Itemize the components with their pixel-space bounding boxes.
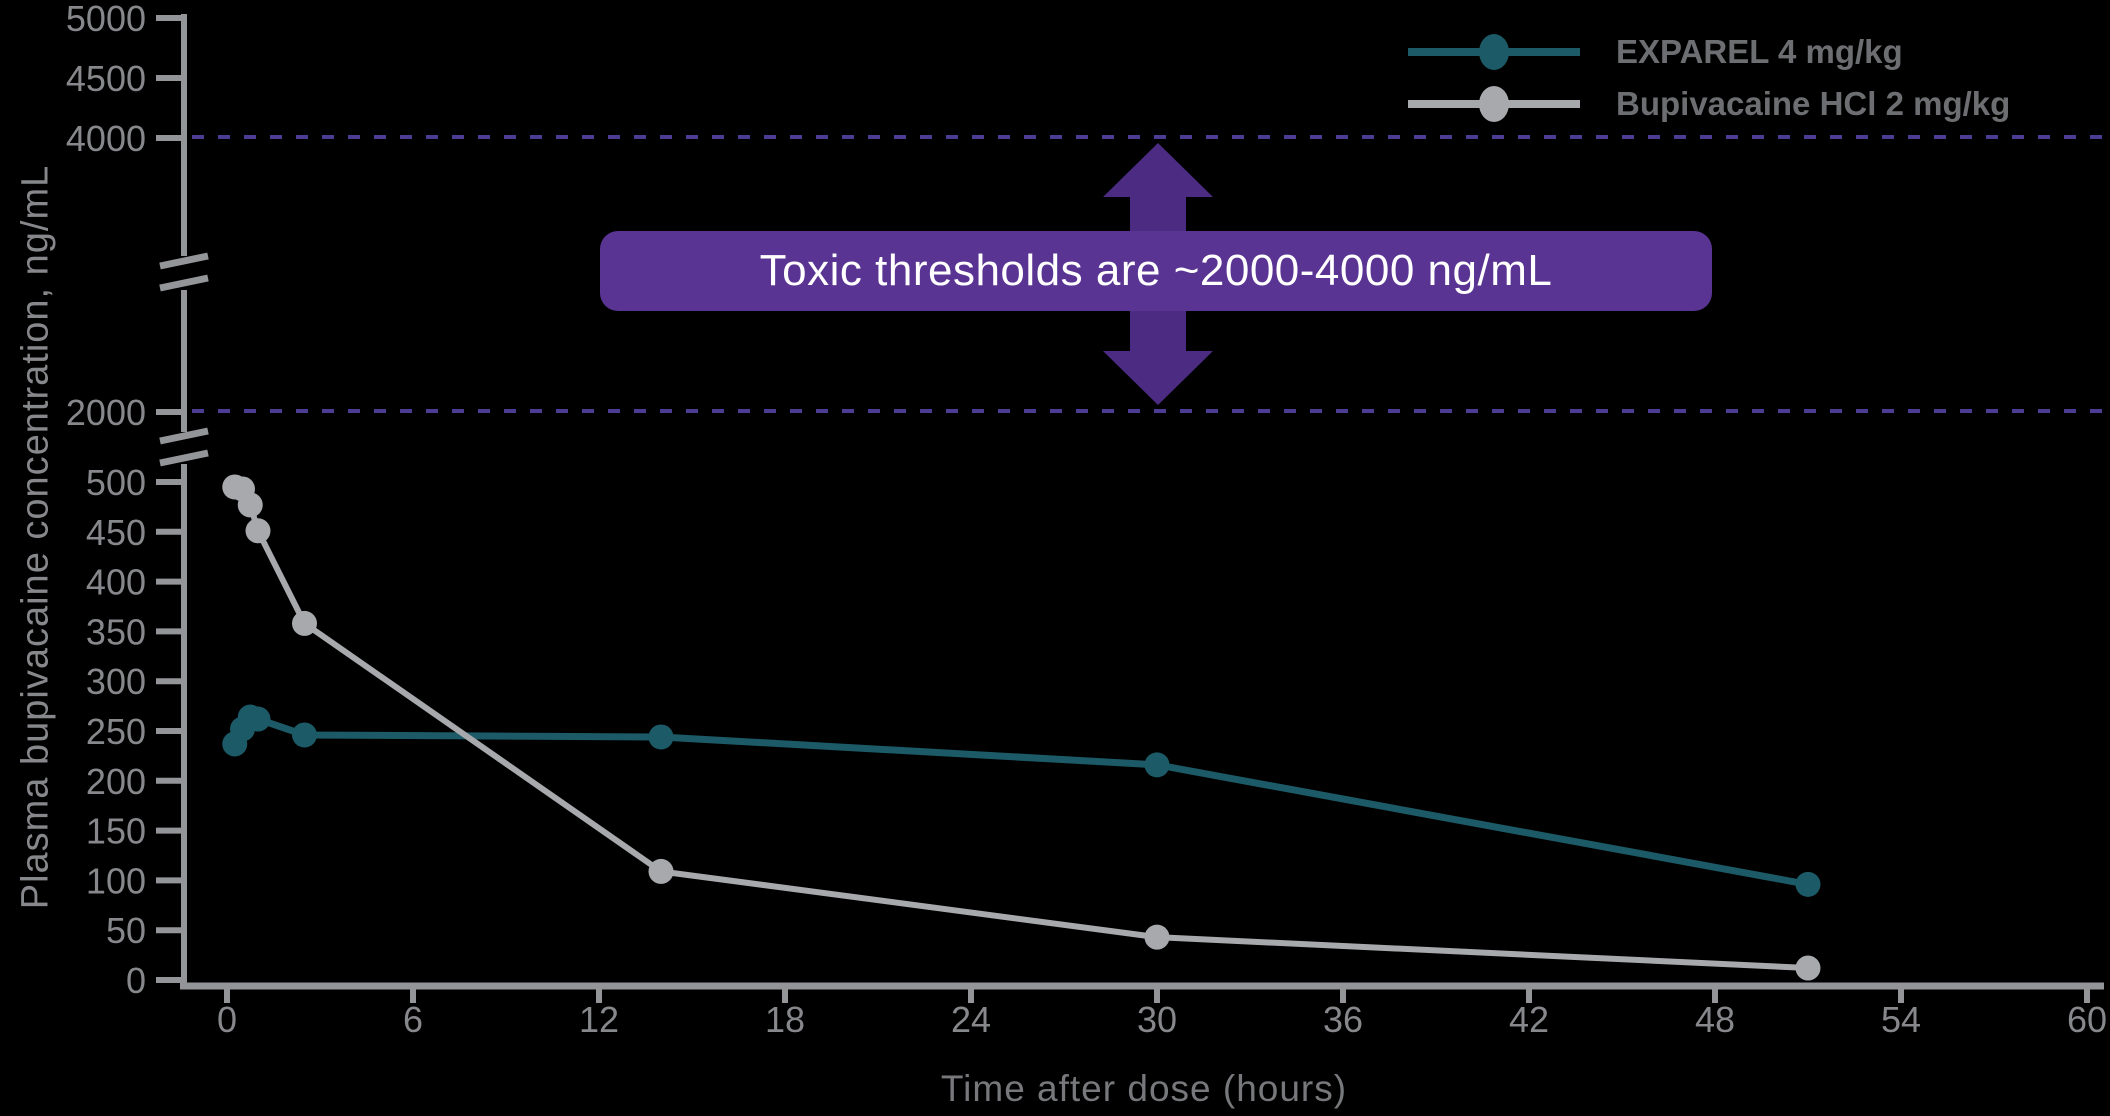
data-point [237, 492, 263, 518]
y-tick-label: 400 [86, 562, 146, 603]
legend-label: Bupivacaine HCl 2 mg/kg [1616, 85, 2011, 122]
y-tick-label: 500 [86, 462, 146, 503]
legend: EXPAREL 4 mg/kg Bupivacaine HCl 2 mg/kg [1408, 31, 2010, 135]
y-tick-label: 0 [126, 960, 146, 1001]
axis-break-icon [159, 252, 209, 270]
y-tick-label: 300 [86, 661, 146, 702]
y-tick-label: 350 [86, 611, 146, 652]
axis-break-icon [159, 449, 209, 467]
data-point [648, 858, 674, 884]
x-tick-label: 6 [403, 999, 423, 1040]
data-point [245, 518, 271, 544]
y-tick-label: 2000 [66, 392, 146, 433]
data-point [1144, 924, 1170, 950]
y-tick-label: 200 [86, 761, 146, 802]
x-tick-label: 54 [1881, 999, 1921, 1040]
y-tick-label: 450 [86, 512, 146, 553]
data-point [292, 722, 317, 748]
legend-item-exparel: EXPAREL 4 mg/kg [1408, 31, 2010, 73]
data-point [1795, 871, 1821, 897]
y-tick-label: 4500 [66, 58, 146, 99]
x-tick-label: 24 [951, 999, 991, 1040]
y-tick-label: 100 [86, 860, 146, 901]
y-axis-title: Plasma bupivacaine concentration, ng/mL [14, 164, 57, 910]
data-point [1795, 955, 1821, 981]
data-point [648, 724, 674, 750]
data-point [1144, 752, 1170, 778]
series-line [234, 484, 1809, 972]
x-tick-label: 12 [579, 999, 619, 1040]
legend-item-bupivacaine: Bupivacaine HCl 2 mg/kg [1408, 83, 2010, 125]
x-tick-label: 0 [217, 999, 237, 1040]
x-tick-label: 48 [1695, 999, 1735, 1040]
x-axis-title: Time after dose (hours) [940, 1068, 1348, 1109]
data-point [292, 610, 317, 636]
x-tick-label: 60 [2067, 999, 2107, 1040]
x-tick-label: 18 [765, 999, 805, 1040]
y-tick-label: 4000 [66, 118, 146, 159]
y-tick-label: 250 [86, 711, 146, 752]
x-tick-label: 30 [1137, 999, 1177, 1040]
y-tick-label: 5000 [66, 0, 146, 39]
threshold-banner: Toxic thresholds are ~2000-4000 ng/mL [600, 231, 1712, 311]
y-tick-label: 50 [106, 910, 146, 951]
legend-line-marker-icon [1408, 34, 1580, 70]
x-tick-label: 42 [1509, 999, 1549, 1040]
x-tick-label: 36 [1323, 999, 1363, 1040]
axis-break-icon [159, 274, 209, 292]
legend-line-marker-icon [1408, 86, 1580, 122]
legend-label: EXPAREL 4 mg/kg [1616, 33, 1903, 70]
axis-break-icon [159, 427, 209, 445]
threshold-banner-label: Toxic thresholds are ~2000-4000 ng/mL [759, 246, 1553, 295]
y-tick-label: 150 [86, 811, 146, 852]
data-point [245, 706, 271, 732]
